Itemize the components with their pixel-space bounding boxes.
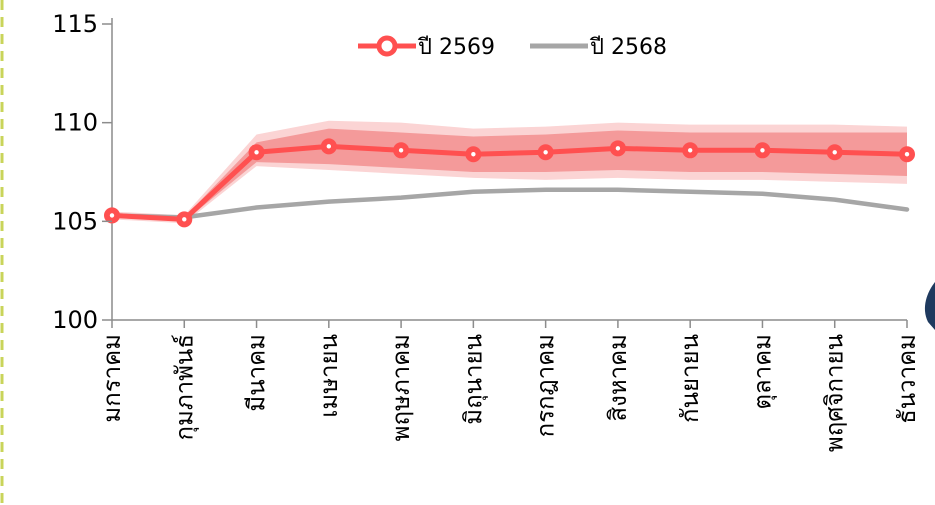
legend-item-2568: ปี 2568	[530, 35, 667, 60]
point-2569-center-2	[254, 150, 259, 155]
x-tick-label-6: กรกฎาคม	[532, 334, 560, 437]
legend-marker-2569	[376, 35, 398, 57]
x-tick-label-10: พฤศจิกายน	[821, 334, 849, 452]
series-lines	[109, 143, 910, 222]
legend-label-2568: ปี 2568	[589, 35, 667, 60]
axes	[111, 18, 907, 321]
y-tick-label-115: 115	[52, 10, 98, 38]
x-tick-label-1: กุมภาพันธ์	[170, 334, 199, 441]
x-tick-label-11: ธันวาคม	[893, 334, 921, 424]
x-tick-label-0: มกราคม	[98, 334, 126, 423]
point-2569-center-1	[182, 217, 187, 222]
series-line-2569	[109, 143, 910, 222]
x-tick-label-5: มิถุนายน	[459, 334, 488, 425]
x-tick-label-3: เมษายน	[315, 334, 343, 418]
point-2569-center-11	[904, 152, 910, 157]
x-tick-label-8: กันยายน	[676, 334, 704, 423]
legend: ปี 2569 ปี 2568	[358, 35, 667, 60]
y-axis-ticks: 100 105 110 115	[52, 10, 112, 334]
point-2569-center-7	[615, 146, 621, 151]
y-tick-label-100: 100	[52, 306, 98, 334]
series-markers	[104, 138, 915, 228]
legend-label-2569: ปี 2569	[417, 35, 495, 60]
point-2569-center-0	[109, 213, 115, 218]
point-2569-center-9	[760, 148, 765, 153]
x-tick-label-2: มีนาคม	[243, 334, 271, 412]
point-2569-center-10	[832, 150, 837, 155]
y-tick-label-105: 105	[52, 207, 98, 235]
point-2569-center-6	[543, 150, 548, 155]
point-2569-center-4	[398, 148, 404, 153]
x-tick-label-9: ตุลาคม	[748, 334, 777, 410]
legend-item-2569: ปี 2569	[358, 35, 495, 60]
decorative-edge-shape	[924, 282, 935, 330]
y-tick-label-110: 110	[52, 109, 98, 137]
series-line-2568	[109, 187, 910, 220]
x-tick-label-7: สิงหาคม	[604, 334, 632, 422]
confidence-bands	[112, 120, 907, 224]
point-2569-center-5	[471, 152, 476, 157]
point-2569-center-8	[687, 148, 693, 153]
point-2569-center-3	[326, 144, 332, 149]
x-axis-ticks: มกราคม กุมภาพันธ์ มีนาคม เมษายน พฤษภาคม มิถุน…	[98, 320, 921, 452]
x-tick-label-4: พฤษภาคม	[387, 334, 415, 441]
